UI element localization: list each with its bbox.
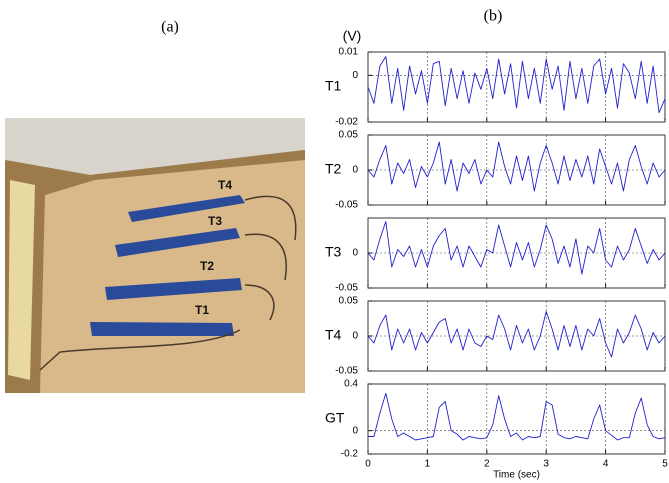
sensor-label: T1 [195, 303, 209, 317]
x-tick-label: 1 [425, 459, 431, 470]
sensor-label: T3 [208, 214, 222, 228]
data-line [367, 311, 666, 358]
wires [39, 195, 297, 371]
sensor-strip [90, 322, 234, 336]
data-line [367, 221, 666, 275]
y-tick-label: -0.05 [335, 283, 358, 294]
sensor-strip [128, 195, 245, 222]
y-tick-label: 0.4 [344, 379, 358, 390]
y-axis-label: T3 [325, 244, 342, 260]
panel-label: (a) [161, 19, 179, 36]
y-tick-label: 0 [352, 331, 358, 342]
y-tick-label: 0 [352, 165, 358, 176]
y-axis-label: T2 [325, 161, 342, 177]
y-axis-label: T4 [325, 327, 342, 343]
x-tick-label: 2 [484, 459, 490, 470]
sensor-strip [105, 278, 242, 300]
y-tick-label: 0.05 [339, 296, 359, 307]
y-tick-label: 0 [352, 425, 358, 436]
sensor-label: T4 [218, 178, 232, 192]
y-tick-label: -0.2 [341, 449, 359, 460]
board [40, 160, 305, 393]
photo: T4 T3 T2 T1 [5, 118, 305, 393]
x-tick-label: 3 [543, 459, 549, 470]
unit-label: (V) [343, 28, 362, 44]
data-line [367, 56, 666, 114]
y-axis-label: T1 [325, 78, 342, 94]
panel-label: (b) [484, 8, 503, 25]
data-line [367, 141, 666, 192]
y-tick-label: -0.05 [335, 366, 358, 377]
y-axis-label: GT [325, 410, 345, 426]
mattress [5, 118, 305, 175]
y-tick-label: 0 [352, 248, 358, 259]
y-tick-label: 0 [352, 70, 358, 81]
x-axis-label: Time (sec) [493, 470, 540, 481]
x-tick-label: 5 [662, 459, 668, 470]
x-tick-label: 0 [365, 459, 371, 470]
sensor-strip [115, 228, 240, 257]
y-tick-label: 0.01 [339, 47, 359, 58]
y-tick-label: -0.02 [335, 117, 358, 128]
y-tick-label: -0.05 [335, 200, 358, 211]
frame-bar [8, 180, 35, 380]
x-tick-label: 4 [603, 459, 609, 470]
data-line [368, 392, 666, 441]
plot-frame [367, 383, 666, 455]
sensor-label: T2 [200, 259, 214, 273]
y-tick-label: 0.05 [339, 130, 359, 141]
